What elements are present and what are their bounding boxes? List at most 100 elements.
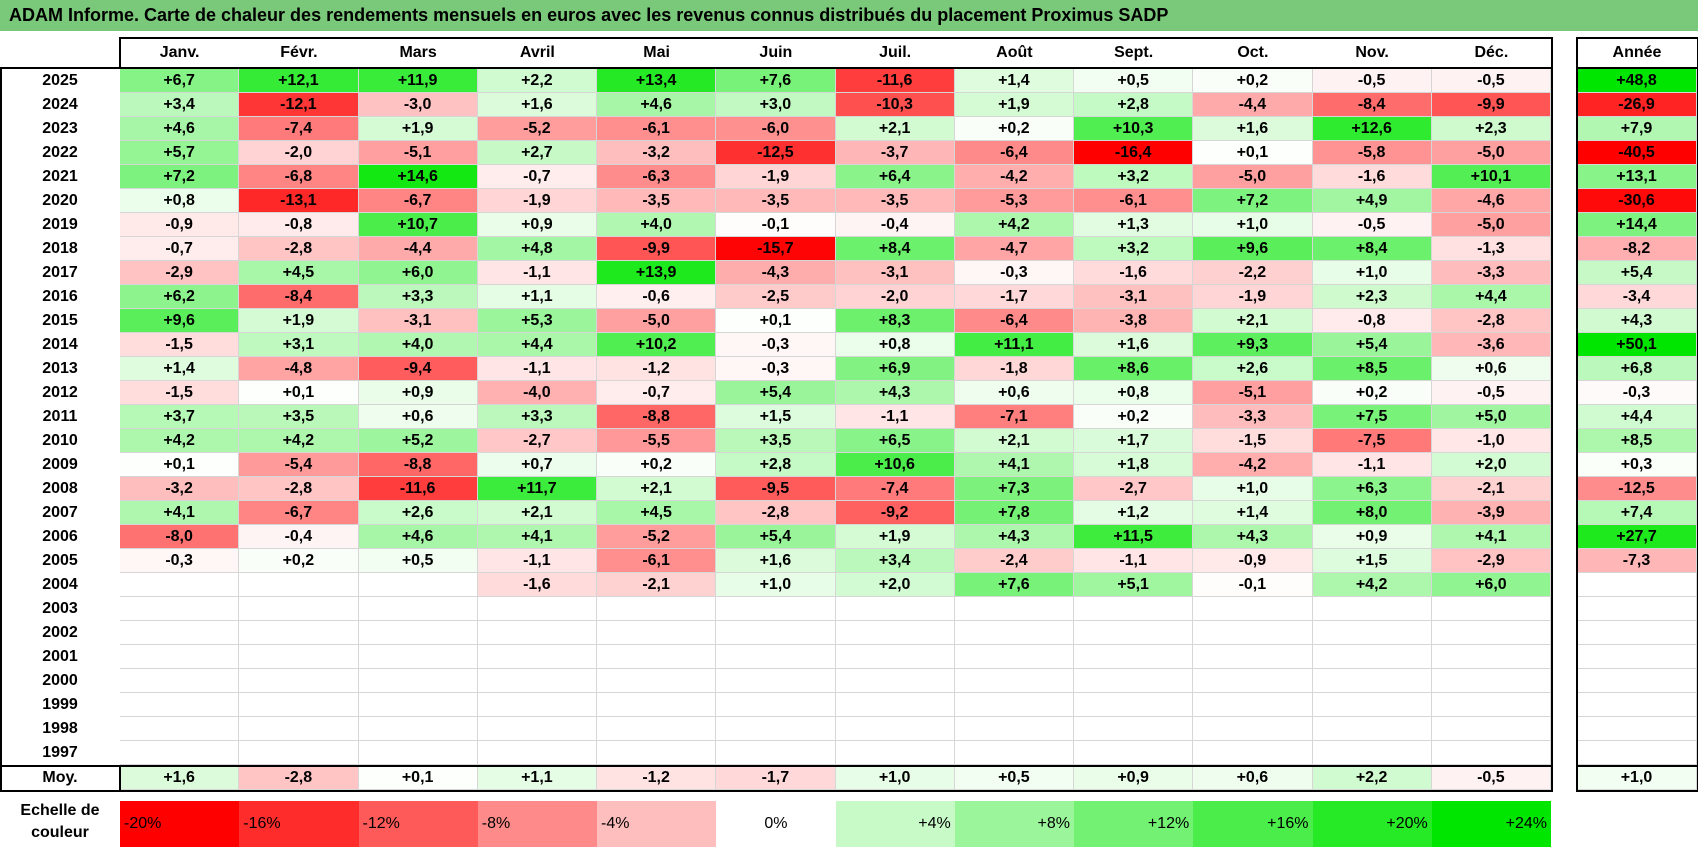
heatmap-cell: +0,1 [239,381,359,405]
heatmap-cell [1074,741,1194,765]
heatmap-cell: -3,8 [1074,309,1194,333]
annee-cell: -30,6 [1577,189,1697,213]
heatmap-cell: +4,9 [1312,189,1432,213]
heatmap-cell: -7,5 [1312,429,1432,453]
heatmap-cell: -2,1 [1431,477,1551,501]
heatmap-cell: -1,9 [477,189,597,213]
average-cell: +1,6 [120,766,240,790]
heatmap-cell: +2,1 [1193,309,1313,333]
heatmap-cell: +4,1 [954,453,1074,477]
heatmap-cell: +7,8 [954,501,1074,525]
heatmap-cell: +0,1 [1193,141,1313,165]
heatmap-cell: -3,9 [1431,501,1551,525]
heatmap-cell: +3,5 [239,405,359,429]
heatmap-cell: -9,5 [716,477,836,501]
heatmap-cell [358,597,478,621]
heatmap-cell: +11,1 [954,333,1074,357]
month-header-8: Août [996,44,1033,61]
heatmap-cell: -1,6 [477,573,597,597]
heatmap-cell: -0,4 [835,213,955,237]
heatmap-cell: +0,7 [477,453,597,477]
average-cell: -2,8 [239,766,359,790]
month-header-7: Juil. [879,44,912,61]
heatmap-cell: +0,9 [1312,525,1432,549]
heatmap-cell: -5,4 [239,453,359,477]
heatmap-cell [597,645,717,669]
heatmap-cell: +5,4 [716,381,836,405]
heatmap-cell: -12,1 [239,93,359,117]
heatmap-cell: -2,8 [239,237,359,261]
heatmap-cell: -0,5 [1312,69,1432,93]
heatmap-cell: +3,5 [716,429,836,453]
heatmap-cell [1193,717,1313,741]
heatmap-cell: +3,3 [358,285,478,309]
heatmap-cell [1431,597,1551,621]
heatmap-cell [358,573,478,597]
color-scale-label-line2: couleur [31,824,89,841]
heatmap-cell: +8,4 [1312,237,1432,261]
heatmap-cell [120,669,240,693]
heatmap-cell: +9,6 [1193,237,1313,261]
heatmap-cell: +6,0 [358,261,478,285]
heatmap-cell: -3,3 [1193,405,1313,429]
heatmap-cell: -3,1 [835,261,955,285]
heatmap-cell: +1,9 [358,117,478,141]
color-scale-swatch: -4% [597,801,717,847]
year-label-2004: 2004 [42,576,78,593]
heatmap-cell: -1,8 [954,357,1074,381]
heatmap-cell [954,669,1074,693]
heatmap-cell: +4,4 [1431,285,1551,309]
year-label-1999: 1999 [42,696,78,713]
heatmap-cell: +1,2 [1074,501,1194,525]
heatmap-cell [477,645,597,669]
year-label-2019: 2019 [42,216,78,233]
year-label-2003: 2003 [42,600,78,617]
annee-rows-bottom-border [1576,765,1698,767]
heatmap-cell: +7,6 [954,573,1074,597]
heatmap-cell: -0,4 [239,525,359,549]
annee-cell: +4,4 [1577,405,1697,429]
annee-cell [1577,621,1697,645]
heatmap-cell [597,741,717,765]
annee-cell: +7,4 [1577,501,1697,525]
heatmap-cell: +10,1 [1431,165,1551,189]
heatmap-cell [477,621,597,645]
year-label-2013: 2013 [42,360,78,377]
heatmap-cell: -0,8 [1312,309,1432,333]
heatmap-cell: +5,4 [716,525,836,549]
heatmap-cell: +0,5 [1074,69,1194,93]
heatmap-cell: +0,1 [716,309,836,333]
heatmap-cell: -5,8 [1312,141,1432,165]
heatmap-cell: +13,9 [597,261,717,285]
annee-cell: -3,4 [1577,285,1697,309]
heatmap-cell [1312,693,1432,717]
heatmap-cell: +13,4 [597,69,717,93]
heatmap-cell: +1,5 [1312,549,1432,573]
year-label-2023: 2023 [42,120,78,137]
heatmap-cell: -5,0 [597,309,717,333]
heatmap-cell: +4,6 [597,93,717,117]
heatmap-cell: +3,3 [477,405,597,429]
annee-cell: +5,4 [1577,261,1697,285]
heatmap-cell: +10,6 [835,453,955,477]
annee-header-divider [1576,67,1698,69]
heatmap-cell: +7,3 [954,477,1074,501]
heatmap-cell: +6,2 [120,285,240,309]
heatmap-cell [477,717,597,741]
heatmap-cell: -0,3 [954,261,1074,285]
heatmap-cell [835,693,955,717]
heatmap-cell: -6,0 [716,117,836,141]
annee-cell: +0,3 [1577,453,1697,477]
heatmap-cell: -0,5 [1431,381,1551,405]
heatmap-cell: -9,9 [597,237,717,261]
heatmap-cell [358,621,478,645]
heatmap-cell [239,741,359,765]
main-table-left-border [0,67,2,792]
heatmap-cell: -0,7 [597,381,717,405]
heatmap-cell: -8,8 [358,453,478,477]
annee-left-border [1576,37,1578,792]
average-cell: +0,5 [954,766,1074,790]
heatmap-cell: -0,3 [716,357,836,381]
heatmap-cell [1312,717,1432,741]
heatmap-cell [1312,669,1432,693]
